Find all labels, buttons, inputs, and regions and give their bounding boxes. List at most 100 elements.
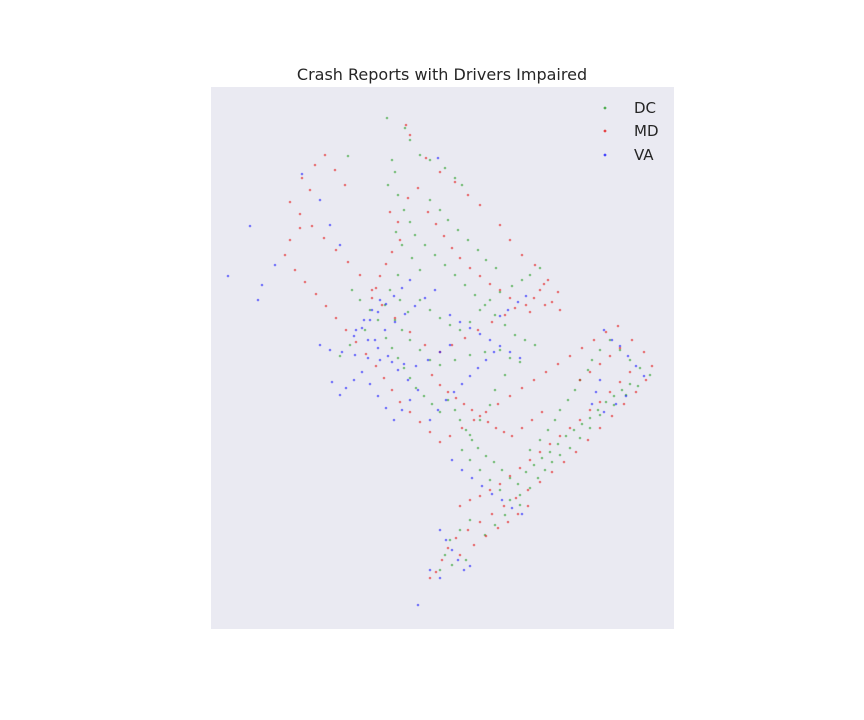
point-dc	[550, 460, 554, 464]
point-va	[428, 568, 432, 572]
point-va	[300, 172, 304, 176]
point-va	[594, 390, 598, 394]
legend-entry-md: MD	[603, 122, 659, 140]
point-md	[470, 408, 474, 412]
point-dc	[460, 448, 464, 452]
point-md	[508, 474, 512, 478]
point-dc	[458, 328, 462, 332]
point-md	[438, 383, 442, 387]
point-va	[414, 364, 418, 368]
point-md	[370, 288, 374, 292]
point-md	[608, 354, 612, 358]
point-dc	[473, 293, 477, 297]
point-md	[598, 426, 602, 430]
point-dc	[586, 368, 590, 372]
point-dc	[338, 354, 342, 358]
point-va	[508, 350, 512, 354]
point-dc	[418, 153, 422, 157]
point-va	[500, 498, 504, 502]
point-va	[226, 274, 230, 278]
point-va	[444, 398, 448, 402]
point-md	[388, 210, 392, 214]
point-md	[406, 196, 410, 200]
point-dc	[553, 418, 557, 422]
point-md	[556, 290, 560, 294]
point-va	[393, 320, 397, 324]
point-va	[354, 328, 358, 332]
point-md	[434, 222, 438, 226]
point-md	[458, 504, 462, 508]
point-md	[283, 253, 287, 257]
point-dc	[460, 183, 464, 187]
point-md	[558, 308, 562, 312]
legend-entry-dc: DC	[603, 99, 656, 117]
point-va	[376, 394, 380, 398]
point-md	[484, 410, 488, 414]
point-dc	[533, 343, 537, 347]
point-dc	[464, 558, 468, 562]
point-md	[428, 576, 432, 580]
point-dc	[418, 348, 422, 352]
point-md	[524, 303, 528, 307]
point-dc	[523, 338, 527, 342]
point-va	[468, 326, 472, 330]
point-dc	[598, 413, 602, 417]
point-va	[416, 388, 420, 392]
point-md	[634, 390, 638, 394]
point-va	[370, 308, 374, 312]
point-dc	[508, 498, 512, 502]
point-md	[498, 482, 502, 486]
point-dc	[428, 158, 432, 162]
point-md	[384, 262, 388, 266]
point-dc	[572, 428, 576, 432]
point-va	[390, 360, 394, 364]
point-md	[528, 458, 532, 462]
point-md	[408, 410, 412, 414]
point-va	[506, 308, 510, 312]
point-dc	[423, 243, 427, 247]
point-va	[642, 374, 646, 378]
point-md	[408, 133, 412, 137]
point-dc	[612, 403, 616, 407]
point-va	[602, 328, 606, 332]
point-va	[360, 326, 364, 330]
point-dc	[448, 538, 452, 542]
point-md	[498, 288, 502, 292]
point-va	[498, 344, 502, 348]
point-va	[433, 288, 437, 292]
point-dc	[484, 454, 488, 458]
point-dc	[458, 528, 462, 532]
point-md	[598, 362, 602, 366]
point-dc	[508, 356, 512, 360]
point-dc	[448, 323, 452, 327]
point-md	[568, 354, 572, 358]
point-va	[478, 332, 482, 336]
point-va	[423, 296, 427, 300]
point-dc	[428, 198, 432, 202]
point-dc	[518, 503, 522, 507]
point-md	[374, 286, 378, 290]
point-dc	[400, 328, 404, 332]
point-dc	[564, 434, 568, 438]
point-dc	[400, 243, 404, 247]
point-va	[516, 300, 520, 304]
point-dc	[446, 398, 450, 402]
point-md	[506, 520, 510, 524]
point-dc	[538, 266, 542, 270]
point-dc	[450, 563, 454, 567]
point-md	[448, 434, 452, 438]
point-va	[338, 243, 342, 247]
point-md	[486, 420, 490, 424]
point-dc	[510, 284, 514, 288]
point-va	[498, 314, 502, 318]
point-md	[630, 338, 634, 342]
point-md	[520, 426, 524, 430]
point-dc	[463, 283, 467, 287]
point-dc	[488, 478, 492, 482]
point-md	[293, 268, 297, 272]
point-dc	[528, 273, 532, 277]
point-md	[370, 296, 374, 300]
point-md	[550, 300, 554, 304]
point-md	[520, 253, 524, 257]
point-va	[376, 310, 380, 314]
